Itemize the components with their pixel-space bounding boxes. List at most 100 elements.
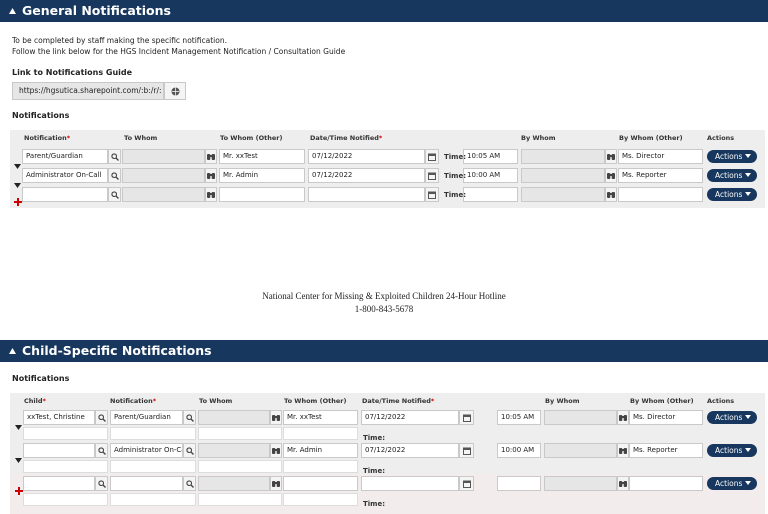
detail-input[interactable] <box>283 460 358 473</box>
by-whom-input[interactable] <box>521 187 605 202</box>
time-input[interactable]: 10:00 AM <box>463 168 518 183</box>
by-whom-other-input[interactable]: Ms. Director <box>629 410 703 425</box>
cal-button[interactable] <box>459 476 474 491</box>
actions-button[interactable]: Actions <box>707 444 757 457</box>
to-whom-input[interactable] <box>198 410 270 425</box>
notification-input[interactable]: Administrator On-Call <box>22 168 108 183</box>
notification-input[interactable]: Administrator On-Call <box>110 443 183 458</box>
detail-input[interactable] <box>198 493 282 506</box>
binoc-button[interactable] <box>270 476 282 491</box>
detail-input[interactable] <box>198 427 282 440</box>
by-whom-other-input[interactable]: Ms. Reporter <box>618 168 703 183</box>
notification-input[interactable]: Parent/Guardian <box>22 149 108 164</box>
by-whom-other-input[interactable] <box>629 476 703 491</box>
to-whom-other-input[interactable] <box>283 476 358 491</box>
detail-input[interactable] <box>110 460 196 473</box>
binoc-button[interactable] <box>205 168 217 183</box>
expand-row[interactable] <box>15 448 22 467</box>
date-input[interactable] <box>308 187 425 202</box>
link-input[interactable]: https://hgsutica.sharepoint.com/:b:/r/: <box>12 82 164 100</box>
time-input[interactable]: 10:00 AM <box>497 443 541 458</box>
actions-button[interactable]: Actions <box>707 411 757 424</box>
add-row[interactable] <box>15 480 23 499</box>
detail-input[interactable] <box>110 493 196 506</box>
date-input[interactable] <box>361 476 459 491</box>
search-button[interactable] <box>95 443 108 458</box>
search-button[interactable] <box>108 149 121 164</box>
section-header[interactable]: General Notifications <box>0 0 768 22</box>
search-button[interactable] <box>108 168 121 183</box>
by-whom-input[interactable] <box>544 443 617 458</box>
actions-button[interactable]: Actions <box>707 169 757 182</box>
to-whom-other-input[interactable]: Mr. Admin <box>283 443 358 458</box>
cal-button[interactable] <box>425 149 439 164</box>
date-input[interactable]: 07/12/2022 <box>361 443 459 458</box>
section-header[interactable]: Child-Specific Notifications <box>0 340 768 362</box>
search-button[interactable] <box>183 443 196 458</box>
by-whom-other-input[interactable]: Ms. Reporter <box>629 443 703 458</box>
date-input[interactable]: 07/12/2022 <box>361 410 459 425</box>
notification-input[interactable] <box>22 187 108 202</box>
to-whom-other-input[interactable] <box>219 187 305 202</box>
detail-input[interactable] <box>110 427 196 440</box>
add-row[interactable] <box>14 191 22 210</box>
time-input[interactable] <box>497 476 541 491</box>
actions-button[interactable]: Actions <box>707 188 757 201</box>
to-whom-input[interactable] <box>198 476 270 491</box>
cal-button[interactable] <box>459 443 474 458</box>
time-input[interactable]: 10:05 AM <box>497 410 541 425</box>
by-whom-other-input[interactable] <box>618 187 703 202</box>
by-whom-other-input[interactable]: Ms. Director <box>618 149 703 164</box>
to-whom-other-input[interactable]: Mr. Admin <box>219 168 305 183</box>
to-whom-input[interactable] <box>122 187 205 202</box>
detail-input[interactable] <box>23 460 108 473</box>
binoc-button[interactable] <box>270 410 282 425</box>
binoc-button[interactable] <box>605 168 617 183</box>
detail-input[interactable] <box>198 460 282 473</box>
child-input[interactable] <box>23 443 95 458</box>
date-input[interactable]: 07/12/2022 <box>308 149 425 164</box>
by-whom-input[interactable] <box>521 168 605 183</box>
binoc-button[interactable] <box>617 410 629 425</box>
actions-button[interactable]: Actions <box>707 477 757 490</box>
binoc-button[interactable] <box>205 187 217 202</box>
date-input[interactable]: 07/12/2022 <box>308 168 425 183</box>
by-whom-input[interactable] <box>544 476 617 491</box>
binoc-button[interactable] <box>270 443 282 458</box>
binoc-button[interactable] <box>617 443 629 458</box>
binoc-button[interactable] <box>605 149 617 164</box>
time-input[interactable]: 10:05 AM <box>463 149 518 164</box>
to-whom-other-input[interactable]: Mr. xxTest <box>219 149 305 164</box>
notification-input[interactable]: Parent/Guardian <box>110 410 183 425</box>
detail-input[interactable] <box>283 493 358 506</box>
search-button[interactable] <box>95 476 108 491</box>
binoc-button[interactable] <box>617 476 629 491</box>
child-input[interactable]: xxTest, Christine <box>23 410 95 425</box>
detail-input[interactable] <box>23 493 108 506</box>
open-link-button[interactable] <box>164 82 186 100</box>
time-input[interactable] <box>463 187 518 202</box>
cal-button[interactable] <box>459 410 474 425</box>
search-button[interactable] <box>183 410 196 425</box>
by-whom-input[interactable] <box>521 149 605 164</box>
binoc-button[interactable] <box>605 187 617 202</box>
notification-input[interactable] <box>110 476 183 491</box>
cal-button[interactable] <box>425 187 439 202</box>
to-whom-input[interactable] <box>122 168 205 183</box>
child-input[interactable] <box>23 476 95 491</box>
expand-row[interactable] <box>14 154 21 173</box>
to-whom-input[interactable] <box>198 443 270 458</box>
to-whom-other-input[interactable]: Mr. xxTest <box>283 410 358 425</box>
search-button[interactable] <box>95 410 108 425</box>
search-button[interactable] <box>108 187 121 202</box>
actions-button[interactable]: Actions <box>707 150 757 163</box>
expand-row[interactable] <box>15 415 22 434</box>
to-whom-input[interactable] <box>122 149 205 164</box>
expand-row[interactable] <box>14 173 21 192</box>
cal-button[interactable] <box>425 168 439 183</box>
binoc-button[interactable] <box>205 149 217 164</box>
detail-input[interactable] <box>283 427 358 440</box>
detail-input[interactable] <box>23 427 108 440</box>
by-whom-input[interactable] <box>544 410 617 425</box>
search-button[interactable] <box>183 476 196 491</box>
